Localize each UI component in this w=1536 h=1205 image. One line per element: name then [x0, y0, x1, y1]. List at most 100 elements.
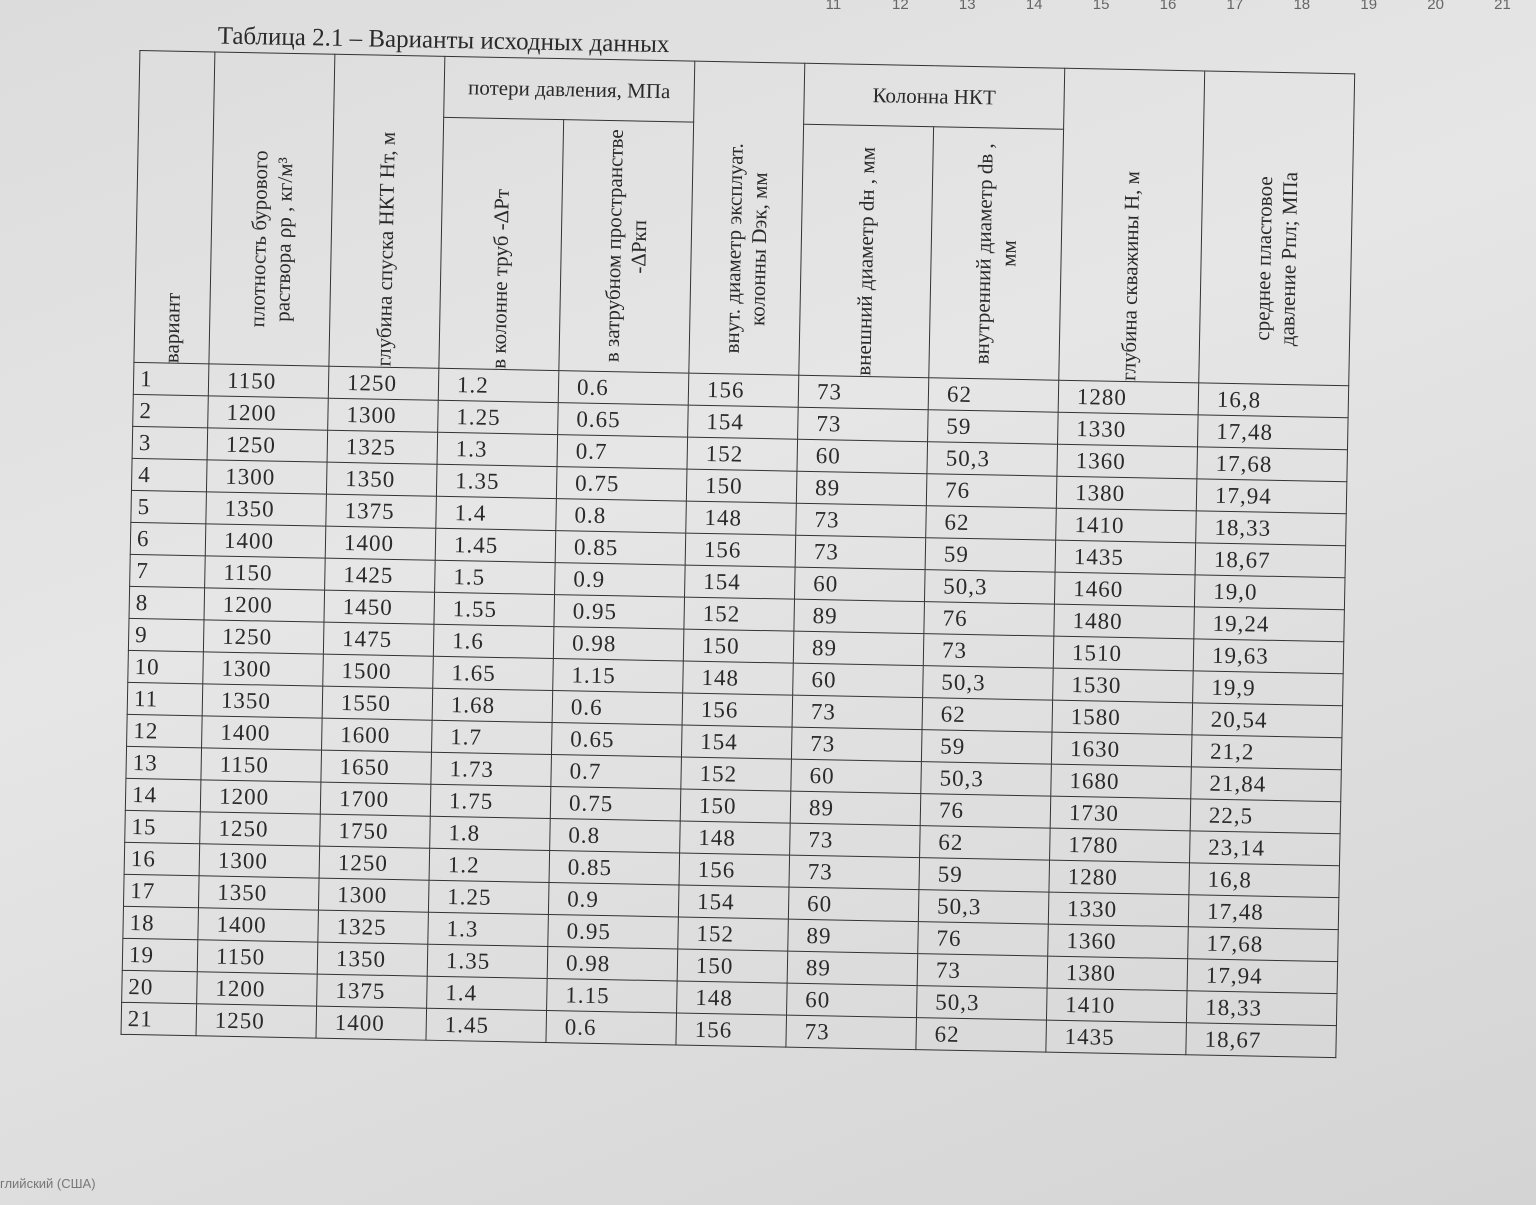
table-cell: 1: [133, 362, 209, 396]
group-header: Колонна НКТ: [803, 63, 1065, 130]
table-cell: 154: [678, 885, 789, 920]
table-cell: 50,3: [920, 761, 1052, 797]
ruler-number: 19: [1360, 0, 1378, 13]
table-cell: 1.6: [433, 624, 554, 659]
table-cell: 1780: [1049, 828, 1191, 863]
table-cell: 17,94: [1187, 958, 1338, 994]
header-text: в затрубном пространстве -ΔPкп: [599, 129, 651, 363]
table-cell: 1330: [1048, 892, 1189, 927]
table-cell: 1350: [317, 942, 428, 977]
table-cell: 1250: [328, 366, 439, 401]
table-cell: 4: [131, 458, 208, 492]
table-cell: 1650: [320, 750, 432, 785]
table-cell: 1330: [1057, 412, 1199, 447]
table-cell: 1380: [1047, 956, 1188, 991]
table-cell: 89: [793, 599, 925, 634]
table-cell: 1300: [202, 651, 324, 687]
table-cell: 59: [921, 729, 1052, 765]
header-cell: вариант: [133, 50, 215, 364]
table-cell: 1750: [319, 814, 431, 849]
table-cell: 73: [795, 535, 926, 570]
header-text: глубина скважины H, м: [1116, 171, 1145, 382]
table-cell: 50,3: [916, 985, 1048, 1021]
table-cell: 16,8: [1198, 382, 1349, 418]
table-cell: 60: [790, 759, 922, 794]
table-cell: 154: [687, 405, 799, 440]
table-cell: 60: [796, 439, 928, 474]
table-cell: 152: [680, 757, 792, 792]
table-cell: 1200: [196, 971, 318, 1007]
table-cell: 1200: [207, 395, 329, 431]
table-cell: 152: [683, 597, 795, 632]
header-cell: внут. диаметр эксплуат. колонны Dэк, мм: [688, 61, 805, 376]
table-cell: 1400: [315, 1006, 427, 1041]
table-cell: 1425: [324, 558, 436, 593]
table-cell: 62: [919, 825, 1051, 861]
table-cell: 0.6: [558, 370, 689, 406]
table-cell: 1475: [323, 622, 434, 657]
table-cell: 1510: [1053, 636, 1194, 671]
table-cell: 154: [681, 725, 793, 760]
table-cell: 1.25: [437, 400, 559, 435]
table-cell: 62: [928, 377, 1059, 413]
table-cell: 0.65: [557, 402, 689, 438]
table-cell: 1280: [1058, 380, 1199, 415]
table-cell: 1300: [199, 843, 320, 879]
table-cell: 1400: [205, 523, 326, 559]
table-cell: 1400: [197, 907, 319, 943]
table-cell: 7: [129, 554, 206, 588]
table-cell: 1500: [322, 654, 434, 689]
table-cell: 16: [124, 842, 200, 876]
table-cell: 0.7: [550, 754, 682, 790]
table-cell: 1350: [326, 462, 438, 497]
table-cell: 1.8: [429, 816, 551, 851]
table-cell: 1.4: [426, 976, 548, 1011]
header-cell: глубина скважины H, м: [1058, 68, 1205, 383]
table-body: 1 1150 1250 1.2 0.6 156 73 62 1280 16,8 2 1200 1300 1…: [121, 362, 1349, 1058]
data-table: вариант плотность бурового раствора ρр ,…: [121, 50, 1356, 1058]
header-text: внешний диаметр dн , мм: [851, 147, 880, 377]
table-cell: 3: [132, 426, 208, 460]
table-cell: 19,24: [1193, 606, 1345, 642]
table-cell: 1.55: [433, 592, 555, 627]
table-cell: 1.2: [438, 368, 559, 403]
table-cell: 76: [917, 921, 1049, 957]
table-cell: 1.35: [427, 944, 548, 979]
table-cell: 59: [925, 537, 1056, 573]
ruler-number: 12: [892, 0, 909, 13]
table-cell: 1350: [198, 875, 320, 911]
table-cell: 1435: [1055, 540, 1196, 575]
table-cell: 18,33: [1195, 510, 1347, 546]
table-cell: 0.9: [554, 562, 686, 598]
table-cell: 1325: [317, 910, 429, 945]
table-cell: 152: [677, 917, 789, 952]
header-cell: внутренний диаметр dв , мм: [928, 126, 1064, 381]
table-cell: 156: [675, 1012, 787, 1048]
table-cell: 21,2: [1191, 734, 1342, 770]
table-cell: 76: [920, 793, 1051, 829]
table-cell: 15: [124, 810, 201, 844]
ruler-number: 14: [1025, 0, 1043, 13]
table-cell: 154: [684, 565, 796, 600]
table-cell: 0.85: [549, 850, 680, 886]
table-cell: 1.35: [436, 464, 558, 499]
table-cell: 1.65: [432, 656, 554, 691]
table-cell: 1200: [203, 587, 325, 623]
table-cell: 89: [793, 631, 924, 666]
table-cell: 0.75: [556, 466, 687, 502]
table-cell: 1360: [1047, 924, 1189, 959]
ruler-number: 17: [1226, 0, 1244, 13]
table-cell: 1.15: [552, 658, 684, 694]
table-cell: 1300: [318, 878, 430, 913]
table-cell: 1350: [205, 491, 327, 527]
table-cell: 1360: [1056, 444, 1198, 479]
table-cell: 50,3: [922, 665, 1054, 701]
table-cell: 2: [132, 394, 209, 428]
table-cell: 150: [680, 789, 791, 824]
table-cell: 1410: [1046, 988, 1188, 1023]
ruler-number: 11: [825, 0, 842, 13]
table-cell: 62: [915, 1017, 1047, 1053]
group-header: потери давления, МПа: [443, 56, 695, 123]
table-cell: 21,84: [1190, 766, 1342, 802]
table-cell: 1250: [207, 427, 328, 463]
